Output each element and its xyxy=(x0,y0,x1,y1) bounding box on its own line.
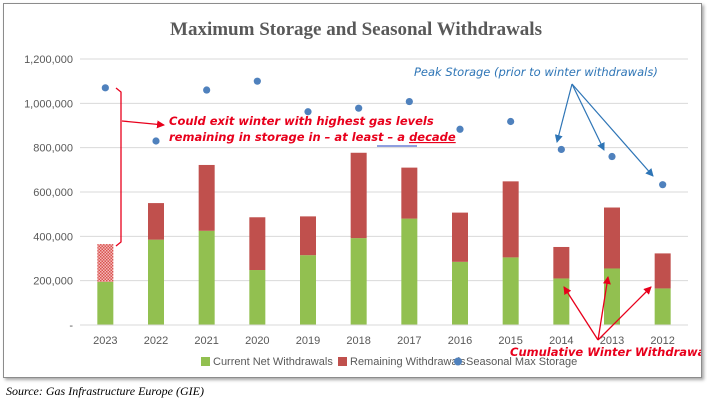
peak-arrow-2013 xyxy=(571,83,605,151)
y-tick-label-0: - xyxy=(69,320,73,332)
bar-remaining-2021 xyxy=(198,164,215,231)
cumulative-text: Cumulative Winter Withdrawals xyxy=(510,345,701,359)
bar-net-2016 xyxy=(452,261,468,325)
y-tick-label-4: 800,000 xyxy=(33,143,73,155)
bar-net-2023 xyxy=(97,281,114,325)
chart-title: Maximum Storage and Seasonal Withdrawals xyxy=(170,19,542,40)
point-max-2012 xyxy=(659,181,667,189)
bar-remaining-2017 xyxy=(401,167,418,219)
bar-net-2018 xyxy=(350,238,367,325)
winter-text-decade: decade xyxy=(409,130,456,144)
y-tick-label-3: 600,000 xyxy=(33,187,73,199)
legend-swatch-remaining xyxy=(338,357,347,366)
legend-label-remaining: Remaining Withdrawals xyxy=(350,356,466,368)
cumulative-arrow-2014 xyxy=(563,286,599,341)
bar-net-2020 xyxy=(249,270,266,325)
winter-arrow xyxy=(121,120,165,129)
x-tick-label-2016: 2016 xyxy=(448,335,472,347)
point-max-2015 xyxy=(507,117,515,126)
x-tick-label-2012: 2012 xyxy=(650,335,674,347)
legend-swatch-max xyxy=(454,357,462,366)
point-max-2020 xyxy=(253,77,261,85)
legend: Current Net Withdrawals Remaining Withdr… xyxy=(201,356,577,368)
winter-text-line2: remaining in storage in – at least – a d… xyxy=(169,130,456,144)
x-tick-label-2014: 2014 xyxy=(549,335,573,347)
x-tick-label-2017: 2017 xyxy=(397,335,421,347)
point-max-2013 xyxy=(608,152,616,161)
x-tick-label-2019: 2019 xyxy=(296,335,320,347)
bar-net-2022 xyxy=(148,239,164,325)
cumulative-arrow-2013 xyxy=(597,276,611,341)
legend-label-max: Seasonal Max Storage xyxy=(466,356,577,368)
point-max-2017 xyxy=(405,97,413,106)
bar-net-2014 xyxy=(553,278,570,325)
bar-remaining-2018 xyxy=(350,152,367,239)
winter-bracket xyxy=(115,87,122,247)
bar-remaining-2013 xyxy=(604,207,620,269)
bar-net-2013 xyxy=(604,268,620,325)
y-tick-label-6: 1,200,000 xyxy=(24,54,73,66)
bar-net-2019 xyxy=(300,255,316,325)
peak-storage-text: Peak Storage (prior to winter withdrawal… xyxy=(414,65,658,79)
y-tick-label-5: 1,000,000 xyxy=(24,98,73,110)
x-tick-label-2021: 2021 xyxy=(194,335,218,347)
bar-remaining-2022 xyxy=(148,203,164,240)
x-tick-label-2023: 2023 xyxy=(93,335,117,347)
chart-frame: Maximum Storage and Seasonal Withdrawals… xyxy=(3,3,702,378)
bar-net-2021 xyxy=(198,230,215,325)
gridlines xyxy=(80,58,688,282)
y-tick-label-1: 200,000 xyxy=(33,276,73,288)
x-tick-label-2015: 2015 xyxy=(498,335,522,347)
x-tick-label-2020: 2020 xyxy=(245,335,269,347)
bars xyxy=(97,152,671,325)
bar-remaining-2012 xyxy=(654,253,671,289)
peak-arrow-2014 xyxy=(554,83,573,143)
bar-remaining-2019 xyxy=(300,216,316,256)
bar-remaining-2015 xyxy=(502,181,519,258)
bar-remaining-2014 xyxy=(553,246,570,279)
bar-net-2012 xyxy=(654,288,671,325)
bar-net-2017 xyxy=(401,218,418,325)
point-max-2018 xyxy=(355,104,363,112)
y-tick-label-2: 400,000 xyxy=(33,231,73,243)
annotation-cumulative: Cumulative Winter Withdrawals xyxy=(510,276,701,359)
winter-text-line1: Could exit winter with highest gas level… xyxy=(169,114,434,128)
point-max-2014 xyxy=(557,145,565,154)
point-max-2023 xyxy=(101,84,109,92)
peak-arrow-2012 xyxy=(571,83,654,177)
x-tick-label-2018: 2018 xyxy=(346,335,370,347)
x-tick-label-2022: 2022 xyxy=(144,335,168,347)
x-axis: 2023 2022 2021 2020 2019 2018 2017 2016 2015 2014… xyxy=(80,324,688,347)
bar-remaining-2023 xyxy=(97,244,114,282)
bar-remaining-2016 xyxy=(452,212,468,262)
point-max-2022 xyxy=(152,137,160,145)
point-max-2016 xyxy=(456,125,464,133)
legend-label-net: Current Net Withdrawals xyxy=(213,356,333,368)
x-tick-label-2013: 2013 xyxy=(600,335,624,347)
source-note: Source: Gas Infrastructure Europe (GIE) xyxy=(6,384,204,398)
max-storage-points xyxy=(101,77,667,189)
point-max-2021 xyxy=(203,86,211,94)
annotation-peak-storage: Peak Storage (prior to winter withdrawal… xyxy=(414,65,658,177)
point-max-2019 xyxy=(304,108,312,116)
y-axis: - 200,000 400,000 600,000 800,000 1,000,000 1,… xyxy=(24,54,73,332)
bar-net-2015 xyxy=(502,257,519,325)
winter-text-line2-prefix: remaining in storage in – at least – a xyxy=(169,130,409,144)
chart-svg: Maximum Storage and Seasonal Withdrawals… xyxy=(24,19,701,368)
bar-remaining-2020 xyxy=(249,217,266,271)
cumulative-arrow-2012 xyxy=(597,286,652,341)
annotation-winter: Could exit winter with highest gas level… xyxy=(115,87,456,247)
legend-swatch-net xyxy=(201,357,210,366)
